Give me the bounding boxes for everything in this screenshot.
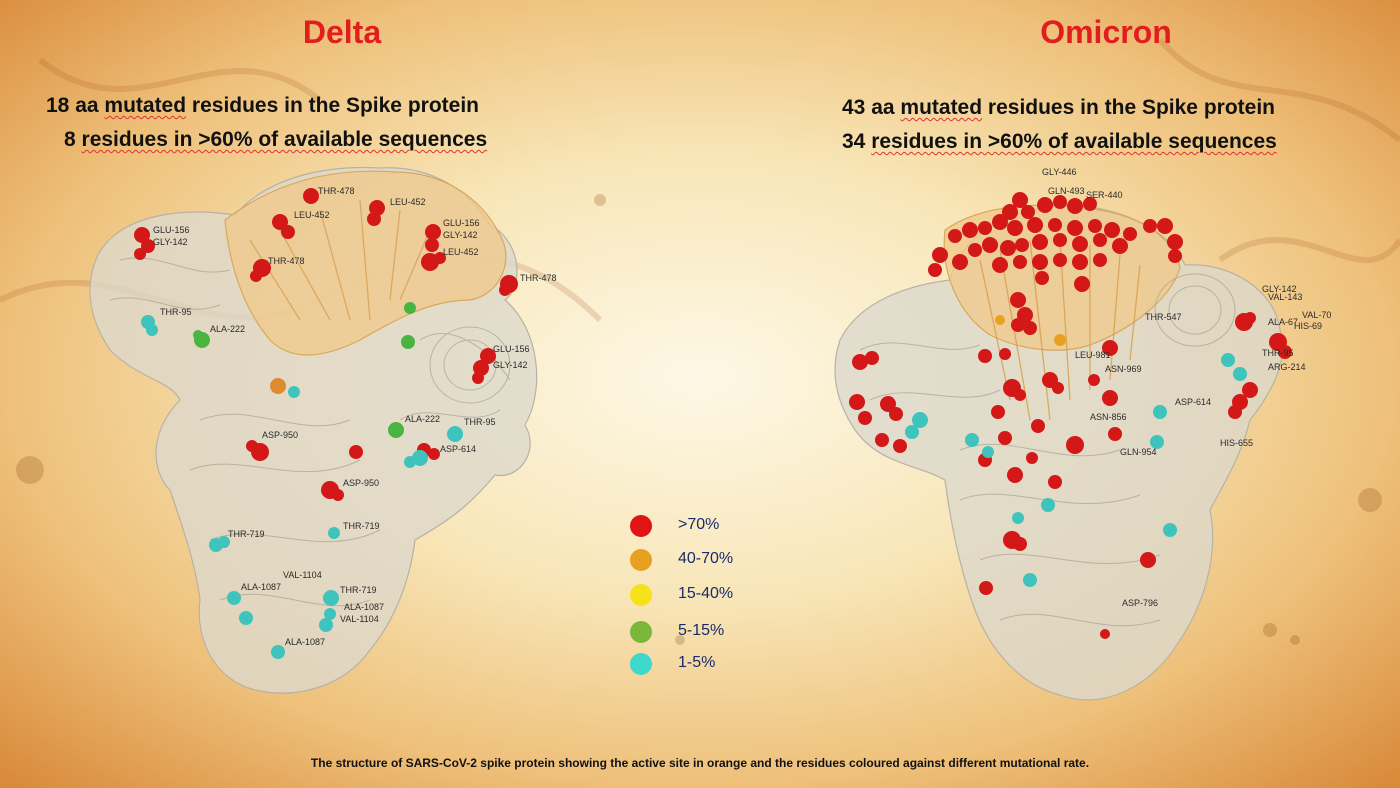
- residue-label: ALA-1087: [285, 637, 325, 647]
- residue-label: THR-95: [464, 417, 496, 427]
- residue-label: ARG-214: [1268, 362, 1306, 372]
- residue-label: ASP-614: [440, 444, 476, 454]
- residue-label: THR-95: [160, 307, 192, 317]
- residue-label: LEU-452: [443, 247, 479, 257]
- delta-title: Delta: [302, 14, 382, 50]
- residue-label: GLN-954: [1120, 447, 1157, 457]
- residue-label: THR-478: [318, 186, 355, 196]
- residue-label: ASP-796: [1122, 598, 1158, 608]
- omicron-title: Omicron: [1040, 14, 1172, 50]
- legend-swatch: [630, 515, 652, 537]
- residue-label: GLY-446: [1042, 167, 1077, 177]
- residue-label: VAL-143: [1268, 292, 1302, 302]
- legend-swatch: [630, 653, 652, 675]
- delta-line1-prefix: 18 aa: [46, 94, 105, 117]
- residue-label: THR-478: [268, 256, 305, 266]
- residue-label: HIS-655: [1220, 438, 1253, 448]
- residue-label: GLY-142: [493, 360, 528, 370]
- residue-label: VAL-70: [1302, 310, 1331, 320]
- residue-label: ASN-969: [1105, 364, 1142, 374]
- legend-label: 15-40%: [678, 585, 734, 602]
- residue-label: LEU-452: [294, 210, 330, 220]
- residue-label: ASP-614: [1175, 397, 1211, 407]
- residue-label: GLU-156: [493, 344, 530, 354]
- omicron-residue-share: 34 residues in >60% of available sequenc…: [842, 130, 1277, 154]
- residue-label: GLY-142: [443, 230, 478, 240]
- delta-residue-share: 8 residues in >60% of available sequence…: [64, 128, 487, 152]
- residue-label: SER-440: [1086, 190, 1123, 200]
- residue-label: ALA-1087: [344, 602, 384, 612]
- legend-label: >70%: [678, 516, 720, 533]
- legend-item-1-5: 1-5%: [626, 650, 766, 680]
- legend-label: 40-70%: [678, 550, 734, 567]
- legend-label: 1-5%: [678, 654, 716, 671]
- legend-swatch: [630, 621, 652, 643]
- residue-label: ASP-950: [262, 430, 298, 440]
- legend-item-5-15: 5-15%: [626, 618, 766, 648]
- residue-label: THR-719: [228, 529, 265, 539]
- residue-label: GLN-493: [1048, 186, 1085, 196]
- delta-line1-suffix: residues in the Spike protein: [186, 94, 479, 117]
- residue-label: GLU-156: [443, 218, 480, 228]
- delta-line2-prefix: 8: [64, 128, 82, 151]
- residue-label: ALA-222: [210, 324, 245, 334]
- delta-mutation-spheres: [134, 188, 518, 659]
- legend-item-40-70: 40-70%: [626, 546, 766, 576]
- residue-label: LEU-981: [1075, 350, 1111, 360]
- legend-label: 5-15%: [678, 622, 725, 639]
- omicron-line1-keyword: mutated: [900, 96, 983, 119]
- residue-label: ALA-1087: [241, 582, 281, 592]
- residue-label: GLY-142: [153, 237, 188, 247]
- residue-label: ALA-222: [405, 414, 440, 424]
- delta-line2-text: residues in >60% of available sequences: [81, 128, 488, 151]
- residue-label: ASN-856: [1090, 412, 1127, 422]
- residue-label: ASP-950: [343, 478, 379, 488]
- residue-label: LEU-452: [390, 197, 426, 207]
- legend-item-gt70: >70%: [626, 512, 766, 542]
- legend-item-15-40: 15-40%: [626, 581, 766, 611]
- delta-line1-keyword: mutated: [104, 94, 187, 117]
- delta-mutated-count: 18 aa mutated residues in the Spike prot…: [46, 94, 479, 118]
- omicron-mutation-spheres: [849, 192, 1292, 639]
- omicron-line1-prefix: 43 aa: [842, 96, 901, 119]
- residue-label: HIS-69: [1294, 321, 1322, 331]
- omicron-line2-prefix: 34: [842, 130, 872, 153]
- residue-label: THR-719: [343, 521, 380, 531]
- omicron-mutated-count: 43 aa mutated residues in the Spike prot…: [842, 96, 1275, 120]
- residue-label: GLY-142: [1262, 284, 1297, 294]
- residue-label: THR-478: [520, 273, 557, 283]
- residue-label: GLU-156: [153, 225, 190, 235]
- residue-label: THR-547: [1145, 312, 1182, 322]
- residue-label: THR-719: [340, 585, 377, 595]
- omicron-line1-suffix: residues in the Spike protein: [982, 96, 1275, 119]
- residue-label: ALA-67: [1268, 317, 1298, 327]
- residue-label: VAL-1104: [340, 614, 379, 624]
- residue-label: VAL-1104: [283, 570, 322, 580]
- residue-label: THR-95: [1262, 348, 1294, 358]
- figure-caption: The structure of SARS-CoV-2 spike protei…: [310, 756, 1090, 770]
- legend-swatch: [630, 549, 652, 571]
- legend-swatch: [630, 584, 652, 606]
- omicron-line2-text: residues in >60% of available sequences: [871, 130, 1277, 153]
- delta-protein-body: [89, 166, 538, 694]
